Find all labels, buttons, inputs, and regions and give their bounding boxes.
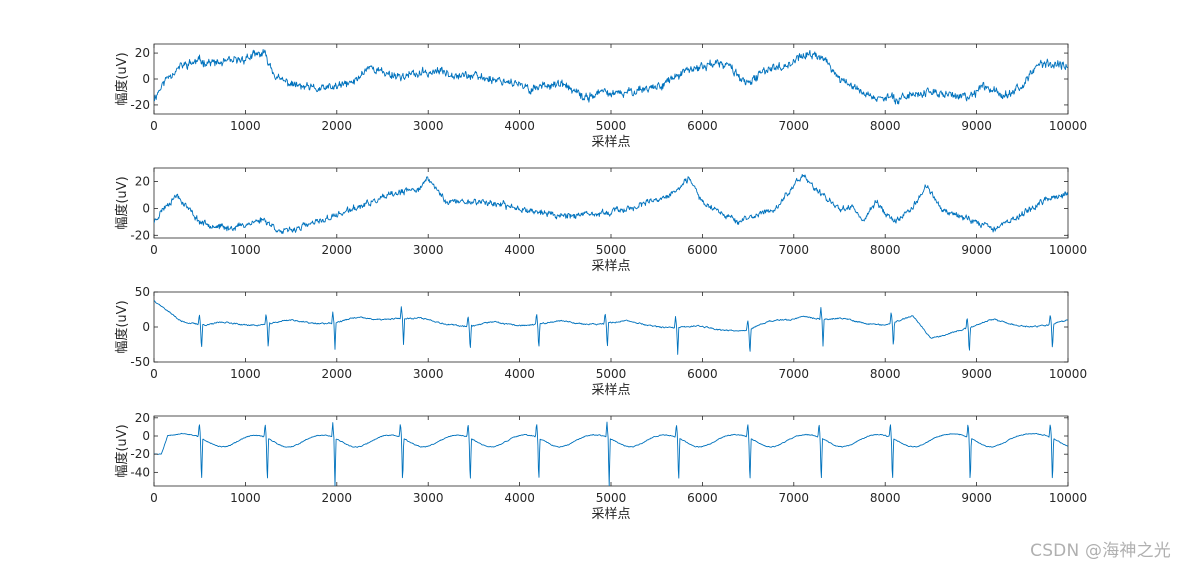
y-axis-label: 幅度(uV) bbox=[114, 300, 130, 353]
x-tick-label: 3000 bbox=[413, 119, 444, 133]
x-tick-label: 6000 bbox=[687, 243, 718, 257]
x-tick-label: 2000 bbox=[322, 243, 353, 257]
series-line-channel-2 bbox=[154, 173, 1068, 234]
plot-area bbox=[153, 291, 1069, 363]
x-tick-label: 5000 bbox=[596, 491, 627, 505]
y-tick-label: 0 bbox=[142, 201, 150, 215]
y-tick-label: -20 bbox=[130, 228, 150, 242]
x-tick-label: 2000 bbox=[322, 119, 353, 133]
x-tick-label: 1000 bbox=[230, 119, 261, 133]
y-tick-label: -20 bbox=[130, 98, 150, 112]
x-tick-label: 9000 bbox=[961, 119, 992, 133]
x-tick-label: 2000 bbox=[322, 491, 353, 505]
x-tick-label: 7000 bbox=[779, 119, 810, 133]
x-tick-label: 5000 bbox=[596, 243, 627, 257]
x-tick-label: 4000 bbox=[504, 243, 535, 257]
y-tick-label: 0 bbox=[142, 320, 150, 334]
x-tick-label: 6000 bbox=[687, 367, 718, 381]
x-tick-label: 9000 bbox=[961, 243, 992, 257]
x-tick-label: 10000 bbox=[1049, 491, 1087, 505]
plot-area bbox=[153, 415, 1069, 487]
series-line-channel-1 bbox=[154, 49, 1068, 105]
series-line-channel-4 bbox=[154, 421, 1068, 486]
x-tick-label: 2000 bbox=[322, 367, 353, 381]
y-tick-label: 50 bbox=[135, 285, 150, 299]
x-tick-label: 7000 bbox=[779, 243, 810, 257]
y-tick-label: 20 bbox=[135, 46, 150, 60]
x-tick-label: 10000 bbox=[1049, 367, 1087, 381]
y-tick-label: -40 bbox=[130, 465, 150, 479]
y-tick-label: 0 bbox=[142, 429, 150, 443]
plot-area bbox=[153, 167, 1069, 239]
x-tick-label: 1000 bbox=[230, 243, 261, 257]
x-tick-label: 8000 bbox=[870, 491, 901, 505]
y-tick-label: 20 bbox=[135, 411, 150, 425]
x-tick-label: 6000 bbox=[687, 119, 718, 133]
x-tick-label: 9000 bbox=[961, 491, 992, 505]
y-tick-label: 0 bbox=[142, 72, 150, 86]
y-axis-label: 幅度(uV) bbox=[114, 52, 130, 105]
x-tick-label: 7000 bbox=[779, 367, 810, 381]
subplot-1: 0 1000 2000 3000 4000 5000 6000 7000 8000 9000 100… bbox=[114, 43, 1087, 150]
x-tick-label: 8000 bbox=[870, 243, 901, 257]
x-tick-label: 4000 bbox=[504, 119, 535, 133]
series-line-channel-3 bbox=[154, 300, 1068, 355]
x-tick-label: 5000 bbox=[596, 367, 627, 381]
x-axis-label: 采样点 bbox=[591, 383, 630, 398]
x-axis-label: 采样点 bbox=[591, 507, 630, 522]
x-tick-label: 10000 bbox=[1049, 119, 1087, 133]
x-tick-label: 3000 bbox=[413, 491, 444, 505]
subplot-4: 0 1000 2000 3000 4000 5000 6000 7000 8000 9000 100… bbox=[114, 411, 1087, 522]
csdn-watermark: CSDN @海神之光 bbox=[1030, 541, 1171, 561]
x-axis-label: 采样点 bbox=[591, 259, 630, 274]
x-tick-label: 6000 bbox=[687, 491, 718, 505]
y-tick-label: 20 bbox=[135, 174, 150, 188]
x-tick-label: 3000 bbox=[413, 367, 444, 381]
x-tick-label: 7000 bbox=[779, 491, 810, 505]
y-axis-label: 幅度(uV) bbox=[114, 176, 130, 229]
x-tick-label: 1000 bbox=[230, 491, 261, 505]
x-tick-label: 1000 bbox=[230, 367, 261, 381]
x-tick-label: 0 bbox=[150, 243, 158, 257]
y-axis-label: 幅度(uV) bbox=[114, 424, 130, 477]
x-tick-label: 0 bbox=[150, 491, 158, 505]
x-tick-label: 4000 bbox=[504, 367, 535, 381]
y-tick-label: -20 bbox=[130, 447, 150, 461]
x-tick-label: 5000 bbox=[596, 119, 627, 133]
x-tick-label: 0 bbox=[150, 119, 158, 133]
x-tick-label: 8000 bbox=[870, 119, 901, 133]
plot-area bbox=[153, 43, 1069, 115]
x-tick-label: 10000 bbox=[1049, 243, 1087, 257]
x-tick-label: 8000 bbox=[870, 367, 901, 381]
x-tick-label: 3000 bbox=[413, 243, 444, 257]
subplot-3: 0 1000 2000 3000 4000 5000 6000 7000 8000 9000 100… bbox=[114, 285, 1087, 398]
x-tick-label: 0 bbox=[150, 367, 158, 381]
x-axis-label: 采样点 bbox=[591, 135, 630, 150]
x-tick-label: 9000 bbox=[961, 367, 992, 381]
subplot-2: 0 1000 2000 3000 4000 5000 6000 7000 8000 9000 100… bbox=[114, 167, 1087, 274]
y-tick-label: -50 bbox=[130, 355, 150, 369]
x-tick-label: 4000 bbox=[504, 491, 535, 505]
